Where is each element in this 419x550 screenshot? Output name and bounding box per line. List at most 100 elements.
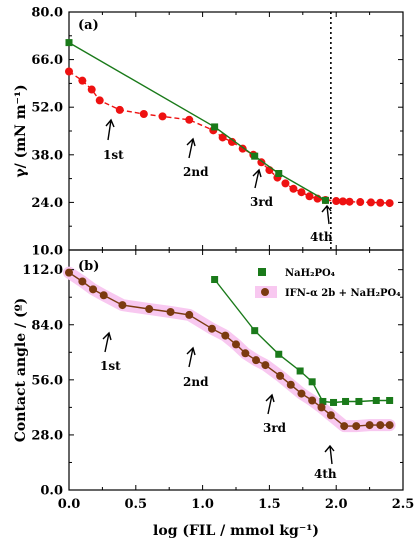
y-tick-label: 56.0 [31, 373, 63, 388]
panel-a-ticks [68, 11, 404, 251]
data-point [319, 397, 327, 405]
data-point [65, 67, 73, 76]
data-point [376, 421, 385, 430]
data-point [296, 367, 304, 375]
panel-a-frame [68, 11, 404, 251]
y-tick-label: 84.0 [31, 318, 63, 333]
panel-a-annotation-2nd: 2nd [183, 137, 209, 179]
panel-b-ticks [68, 250, 404, 491]
x-tick-label: 1.0 [191, 497, 214, 512]
data-point [65, 268, 73, 277]
data-point [275, 350, 283, 358]
data-point [352, 422, 361, 431]
data-point [366, 198, 375, 207]
data-point [386, 396, 394, 404]
data-point [342, 397, 350, 405]
data-point [139, 110, 148, 118]
data-point [166, 307, 175, 316]
data-point [355, 397, 363, 405]
data-point [115, 105, 124, 114]
annotation-label: 2nd [183, 165, 209, 179]
x-axis-title: log (FIL / mmol kg⁻¹) [153, 523, 319, 539]
data-point [185, 115, 194, 124]
x-tick-label: 2.0 [325, 497, 348, 512]
annotation-label: 4th [310, 230, 333, 244]
data-point [372, 396, 380, 404]
y-tick-label: 38.0 [31, 148, 63, 163]
data-point [345, 197, 354, 206]
data-point [185, 310, 194, 319]
data-point [87, 85, 96, 94]
data-point [232, 340, 240, 349]
data-point [251, 327, 259, 335]
annotation-label: 4th [314, 467, 337, 481]
annotation-arrow [102, 331, 112, 353]
data-point [158, 112, 167, 121]
data-point [326, 411, 335, 420]
legend-label-nah2po4: NaH₂PO₄ [285, 268, 336, 279]
y-tick-label: 10.0 [31, 244, 63, 259]
data-point [207, 324, 216, 333]
y-tick-label: 24.0 [31, 196, 63, 211]
data-point [221, 331, 230, 340]
y-tick-label: 112.0 [22, 263, 63, 278]
annotation-label: 3rd [263, 421, 287, 435]
data-point [281, 179, 290, 188]
y-tick-label: 52.0 [31, 101, 63, 116]
panel-a-annotation-3rd: 3rd [250, 168, 274, 209]
data-point [385, 421, 394, 430]
data-point [211, 276, 219, 284]
panel-b-annotation-1st: 1st [100, 331, 121, 373]
data-point [338, 197, 347, 206]
annotation-arrow [105, 118, 115, 141]
data-point [218, 133, 227, 142]
annotation-arrow [186, 137, 196, 159]
legend-marker-ifn [261, 288, 269, 296]
data-point [95, 96, 104, 105]
data-point [322, 196, 330, 204]
data-point [376, 198, 385, 207]
data-point [330, 398, 338, 406]
legend-marker-nah2po4 [258, 268, 266, 276]
x-tick-label: 0.5 [124, 497, 147, 512]
data-point [261, 361, 270, 370]
panel-a-y-axis-title: γ/ (mN m⁻¹) [13, 84, 29, 177]
legend-label-ifn: IFN-α 2b + NaH₂PO₄ [285, 288, 401, 299]
data-point [252, 356, 261, 365]
data-point [365, 421, 374, 430]
panel-a-label: (a) [78, 18, 99, 33]
data-point [65, 39, 73, 47]
data-point [276, 371, 285, 380]
panel-a-series [65, 39, 394, 208]
data-point [308, 378, 316, 386]
data-point [78, 76, 87, 85]
data-point [305, 192, 314, 201]
panel-b-x-tick-labels: 0.0 0.5 1.0 1.5 2.0 2.5 [58, 497, 415, 512]
data-point [332, 197, 341, 206]
data-point [211, 123, 219, 131]
data-point [385, 199, 394, 208]
annotation-arrow [265, 393, 275, 415]
panel-a-annotation-4th: 4th [310, 204, 333, 244]
y-tick-label: 66.0 [31, 53, 63, 68]
data-point [356, 198, 365, 207]
panel-a: 10.0 24.0 38.0 52.0 66.0 80.0 (a) γ/ (mN m⁻¹)… [13, 6, 404, 259]
data-point [340, 422, 349, 431]
x-tick-label: 2.5 [392, 497, 415, 512]
annotation-label: 2nd [183, 375, 209, 389]
legend: NaH₂PO₄ IFN-α 2b + NaH₂PO₄ [255, 268, 401, 299]
data-point [297, 188, 306, 197]
annotation-arrow [324, 444, 335, 465]
x-tick-label: 1.5 [258, 497, 281, 512]
annotation-label: 1st [103, 148, 124, 162]
data-point [227, 137, 236, 146]
data-point [289, 184, 298, 193]
panel-b-y-axis-title: Contact angle / (º) [13, 298, 29, 442]
annotation-arrow [252, 168, 262, 189]
data-point [89, 285, 98, 294]
data-point [275, 170, 283, 177]
panel-b-series [65, 268, 394, 431]
panel-b-annotation-2nd: 2nd [183, 346, 209, 389]
